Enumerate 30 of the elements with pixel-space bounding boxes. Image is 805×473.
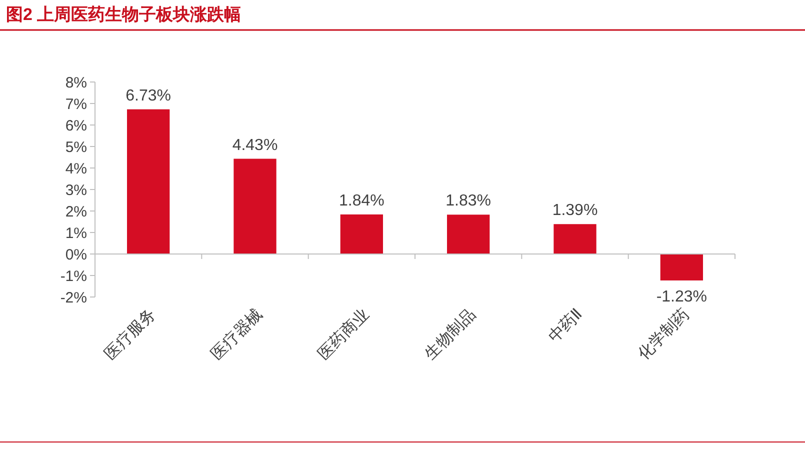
data-label: -1.23%: [656, 288, 708, 306]
bar: [447, 214, 490, 254]
chart-title: 图2 上周医药生物子板块涨跌幅: [6, 5, 242, 24]
y-tick-label: 4%: [65, 160, 87, 178]
y-tick-label: 8%: [65, 74, 87, 92]
y-tick-label: 5%: [65, 138, 87, 156]
bar: [554, 224, 596, 254]
bar: [660, 254, 703, 280]
bar: [234, 158, 276, 254]
y-tick-label: -2%: [60, 289, 87, 306]
x-tick-label: 医疗服务: [101, 305, 160, 364]
y-tick-label: 6%: [65, 117, 87, 134]
data-label: 1.84%: [338, 192, 384, 210]
bar: [127, 109, 170, 254]
data-label: 6.73%: [126, 87, 172, 104]
y-tick-label: 7%: [65, 96, 87, 113]
x-tick-label: 生物制品: [421, 305, 480, 364]
x-tick-label: 中药Ⅱ: [544, 305, 586, 346]
y-tick-label: 3%: [65, 182, 87, 199]
y-tick-label: 0%: [65, 246, 87, 264]
x-tick-label: 化学制药: [634, 305, 692, 364]
data-label: 1.83%: [446, 192, 492, 210]
x-tick-label: 医药商业: [314, 305, 372, 364]
y-tick-label: -1%: [60, 268, 87, 285]
data-label: 1.39%: [552, 202, 598, 220]
data-label: 4.43%: [232, 136, 278, 154]
x-tick-label: 医疗器械: [208, 305, 266, 364]
bar: [340, 214, 383, 254]
y-tick-label: 1%: [65, 224, 87, 242]
y-tick-label: 2%: [65, 203, 87, 220]
